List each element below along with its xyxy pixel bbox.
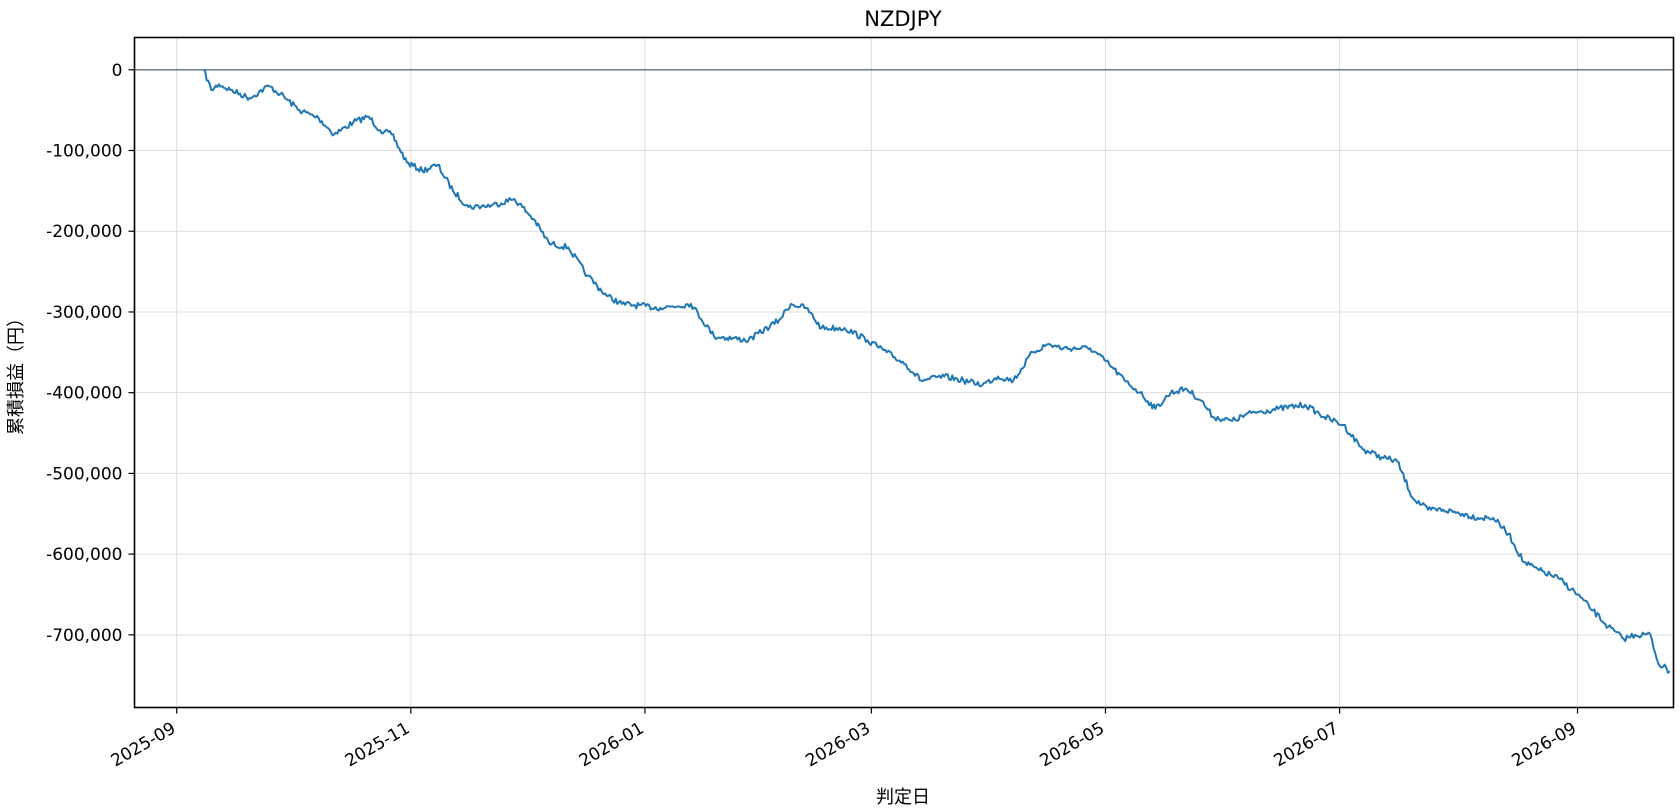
x-axis: 2025-09 2025-11 2026-01 2026-03 2026-05 2026-… (108, 707, 1581, 772)
y-tick-label: -700,000 (46, 626, 122, 646)
y-tick-label: -500,000 (46, 464, 122, 484)
chart-title: NZDJPY (864, 7, 942, 31)
y-tick-label: -300,000 (46, 303, 122, 323)
y-tick-label: -400,000 (46, 384, 122, 404)
x-tick-label: 2026-05 (1036, 719, 1108, 772)
x-tick-label: 2026-09 (1509, 719, 1581, 772)
x-tick-label: 2025-09 (108, 719, 180, 772)
plot-frame (133, 36, 1675, 709)
x-axis-title: 判定日 (876, 787, 930, 808)
x-tick-label: 2026-07 (1271, 719, 1343, 772)
x-tick-label: 2025-11 (342, 719, 414, 772)
series-line (203, 68, 1671, 674)
x-tick-label: 2026-03 (802, 719, 874, 772)
y-axis-title: 累積損益（円） (6, 309, 27, 435)
y-tick-label: -600,000 (46, 545, 122, 565)
y-tick-label: 0 (112, 61, 123, 81)
y-tick-label: -100,000 (46, 142, 122, 162)
grid (134, 37, 1674, 708)
series-layer (134, 68, 1674, 674)
y-tick-label: -200,000 (46, 222, 122, 242)
y-axis: 0 -100,000 -200,000 -300,000 -400,000 -500,00… (46, 61, 135, 646)
x-tick-label: 2026-01 (576, 719, 648, 772)
